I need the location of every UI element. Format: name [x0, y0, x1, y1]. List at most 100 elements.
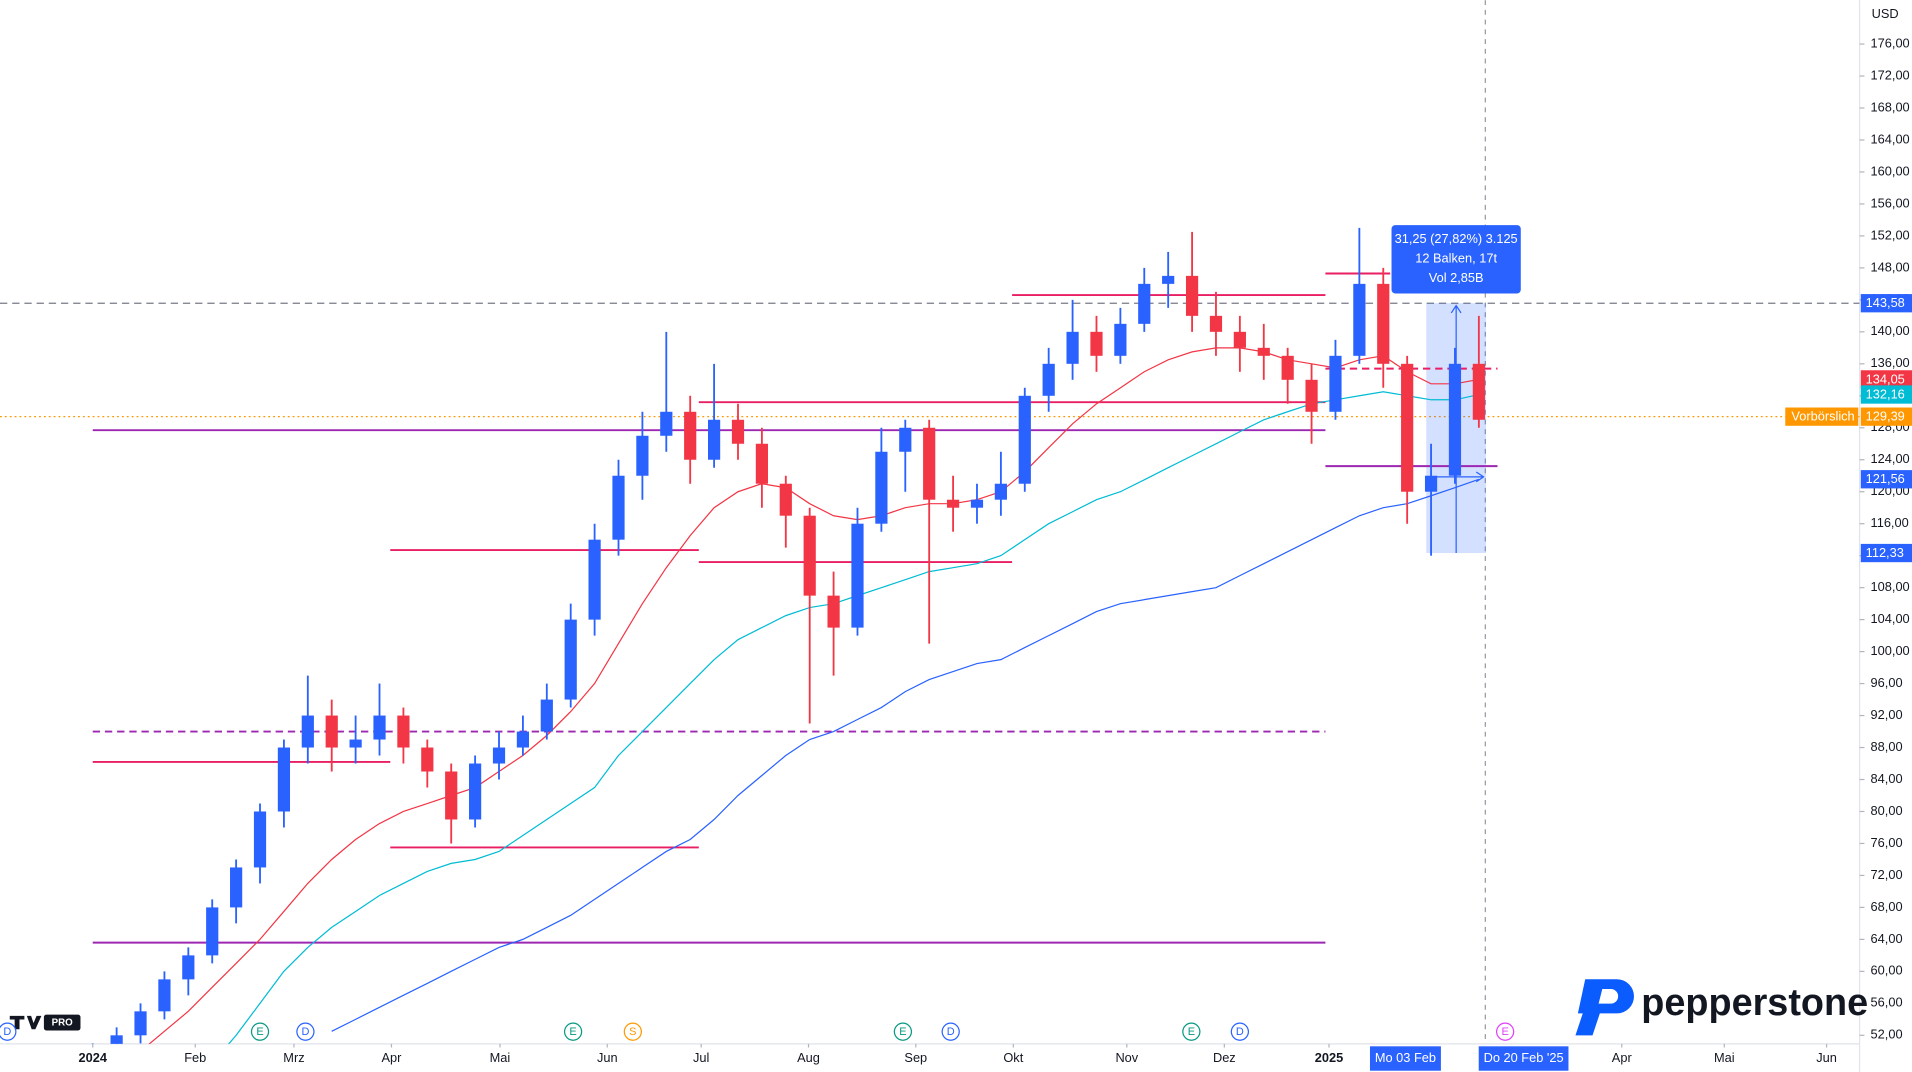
candle-body — [1114, 323, 1127, 356]
y-tick-label: 148,00 — [1871, 259, 1910, 274]
candle-body — [1377, 283, 1390, 364]
price-badge-label: 134,05 — [1866, 371, 1905, 386]
candle-body — [755, 443, 768, 484]
event-label: E — [1188, 1026, 1195, 1038]
candle-body — [1448, 363, 1462, 476]
y-tick-label: 84,00 — [1871, 771, 1903, 786]
y-tick-label: 80,00 — [1871, 803, 1903, 818]
candle-body — [923, 427, 936, 500]
y-tick-label: 172,00 — [1871, 67, 1910, 82]
event-label: D — [3, 1026, 11, 1038]
price-badge — [1860, 294, 1912, 313]
candle-body — [469, 763, 482, 820]
x-tick-label: Mai — [1714, 1050, 1735, 1065]
candle-body — [540, 699, 553, 732]
event-label: E — [256, 1026, 263, 1038]
watermark-icon — [1575, 979, 1634, 1036]
y-tick-label: 176,00 — [1871, 35, 1910, 50]
candle-body — [684, 411, 697, 460]
y-tick-label: 56,00 — [1871, 995, 1903, 1010]
candle-body — [206, 907, 219, 956]
candle-body — [994, 483, 1007, 500]
candle-body — [253, 811, 267, 868]
candle-body — [875, 451, 888, 524]
candle-body — [1305, 379, 1318, 412]
candle-body — [564, 619, 577, 700]
price-badge-label: 112,33 — [1866, 545, 1904, 560]
price-tag — [1785, 407, 1859, 426]
x-tick-label: Mai — [490, 1050, 511, 1065]
candle-body — [612, 475, 625, 540]
candle-body — [1401, 363, 1414, 492]
candle-body — [397, 715, 410, 748]
watermark-text: pepperstone — [1641, 982, 1868, 1024]
candle-body — [851, 523, 864, 628]
candle-body — [349, 739, 362, 748]
event-label: D — [1236, 1026, 1244, 1038]
moving-average — [148, 347, 1479, 1044]
price-badge-label: 121,56 — [1866, 471, 1905, 486]
x-tick-label: Apr — [382, 1050, 403, 1065]
y-tick-label: 160,00 — [1871, 163, 1910, 178]
candle-body — [899, 427, 912, 452]
x-tick-label: Dez — [1213, 1050, 1236, 1065]
y-tick-label: 60,00 — [1871, 963, 1903, 978]
y-tick-label: 164,00 — [1871, 131, 1910, 146]
event-marker — [893, 1022, 913, 1041]
price-badge — [1860, 407, 1912, 426]
candle-body — [421, 747, 434, 772]
y-tick-label: 76,00 — [1871, 835, 1903, 850]
event-label: E — [569, 1026, 576, 1038]
candle-body — [158, 979, 171, 1012]
measure-box — [1391, 225, 1521, 294]
candle-body — [636, 435, 649, 476]
x-tick-label: Mrz — [283, 1050, 304, 1065]
candle-body — [1424, 475, 1438, 492]
candle-body — [1233, 331, 1246, 348]
x-tick-label: Apr — [1612, 1050, 1633, 1065]
event-label: S — [629, 1026, 636, 1038]
date-badge-label: Do 20 Feb '25 — [1484, 1050, 1564, 1065]
candle-body — [1353, 283, 1366, 356]
candle-body — [1042, 363, 1055, 396]
candle-body — [110, 1035, 123, 1044]
price-badge-label: 143,58 — [1866, 295, 1905, 310]
y-tick-label: 92,00 — [1871, 707, 1903, 722]
x-tick-label: 2024 — [78, 1050, 107, 1065]
event-marker — [941, 1022, 960, 1041]
event-label: D — [947, 1026, 955, 1038]
candle-body — [1018, 395, 1031, 484]
y-tick-label: 72,00 — [1871, 867, 1903, 882]
candle-body — [1138, 283, 1151, 324]
candle-body — [731, 419, 745, 444]
price-badge — [1860, 385, 1912, 404]
candle-body — [230, 867, 243, 908]
candle-body — [301, 715, 314, 748]
y-tick-label: 116,00 — [1871, 515, 1909, 530]
event-marker — [623, 1022, 642, 1041]
y-tick-label: 88,00 — [1871, 739, 1903, 754]
candle-body — [1066, 331, 1079, 364]
tv-logo: PRO — [9, 1014, 81, 1031]
price-badge-label: 132,16 — [1866, 386, 1905, 401]
x-tick-label: Nov — [1115, 1050, 1138, 1065]
price-badge-label: 129,39 — [1866, 409, 1905, 424]
candle-body — [946, 499, 960, 508]
y-tick-label: 104,00 — [1871, 611, 1910, 626]
price-badge — [1860, 470, 1912, 489]
date-badge — [1369, 1046, 1441, 1071]
event-label: E — [899, 1026, 906, 1038]
candle-body — [492, 747, 506, 764]
candle-body — [970, 499, 984, 508]
event-marker — [0, 1022, 17, 1041]
candle-body — [827, 595, 840, 628]
y-tick-label: 64,00 — [1871, 931, 1903, 946]
y-tick-label: 152,00 — [1871, 227, 1910, 242]
candle-body — [1209, 315, 1223, 332]
candle-body — [1329, 355, 1342, 412]
x-tick-label: Jun — [1816, 1050, 1837, 1065]
event-marker — [296, 1022, 315, 1041]
x-tick-label: Okt — [1003, 1050, 1023, 1065]
price-badge — [1860, 543, 1912, 563]
